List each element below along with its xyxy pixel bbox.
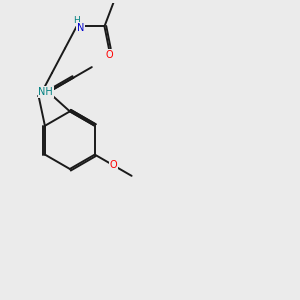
Text: O: O — [106, 50, 113, 60]
Text: H: H — [73, 16, 80, 25]
Text: N: N — [77, 23, 84, 33]
Text: NH: NH — [38, 87, 53, 97]
Text: O: O — [110, 160, 117, 170]
